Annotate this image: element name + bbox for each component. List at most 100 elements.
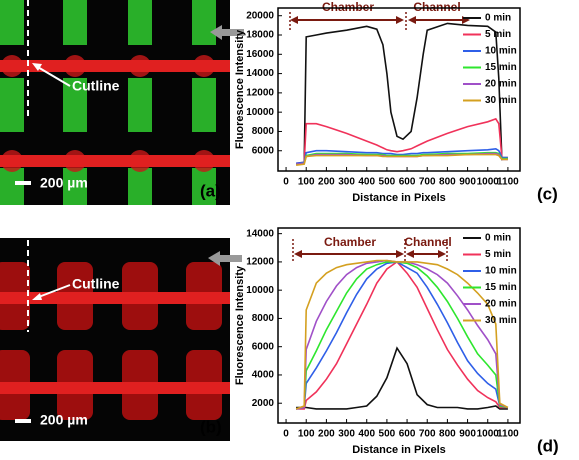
- annotation: Cutline: [72, 276, 120, 292]
- arrowhead: [290, 16, 298, 24]
- x-tick-label: 200: [318, 429, 335, 440]
- y-tick-label: 8000: [252, 126, 275, 137]
- x-tick-label: 0: [283, 429, 289, 440]
- legend-label: 5 min: [485, 29, 511, 40]
- x-tick-label: 1000: [477, 177, 500, 188]
- series-line: [296, 117, 508, 165]
- panel-label: (c): [537, 184, 558, 203]
- arrowhead: [32, 63, 42, 71]
- y-tick-label: 2000: [252, 398, 275, 409]
- x-tick-label: 200: [318, 177, 335, 188]
- green-chamber: [0, 0, 24, 45]
- region-markers: [289, 12, 468, 262]
- series-line: [296, 346, 508, 410]
- series-line: [296, 151, 508, 165]
- arrowhead: [408, 16, 416, 24]
- scale-bar: [15, 419, 31, 423]
- y-tick-label: 10000: [246, 107, 274, 118]
- x-tick-label: 800: [439, 177, 456, 188]
- arrowhead: [396, 16, 404, 24]
- legend-label: 20 min: [485, 299, 517, 310]
- red-channel: [0, 155, 230, 167]
- red-channel: [0, 292, 230, 304]
- pointer-arrow: [35, 65, 71, 87]
- scale-bar-label: 200 µm: [40, 175, 88, 191]
- green-chamber: [192, 168, 216, 205]
- x-axis-title: Distance in Pixels: [352, 192, 446, 204]
- y-axis-title: Fluorescence Intensity: [234, 265, 246, 385]
- red-channel: [0, 60, 230, 72]
- x-tick-label: 600: [399, 177, 416, 188]
- x-tick-label: 700: [419, 177, 436, 188]
- x-tick-label: 1100: [497, 177, 519, 188]
- x-tick-label: 400: [358, 429, 375, 440]
- annotation: Chamber: [322, 0, 374, 14]
- legend-label: 5 min: [485, 249, 511, 260]
- legend-label: 30 min: [485, 315, 517, 326]
- annotation: Chamber: [324, 235, 376, 249]
- x-tick-label: 100: [298, 177, 315, 188]
- x-tick-label: 500: [379, 177, 396, 188]
- green-chamber: [192, 78, 216, 132]
- arrowhead: [294, 250, 302, 258]
- plot-frame: [277, 227, 521, 424]
- annotation: Channel: [404, 235, 451, 249]
- green-chamber: [0, 168, 24, 205]
- scale-bar: [15, 181, 31, 185]
- scale-bar-label: 200 µm: [40, 412, 88, 428]
- legend-label: 10 min: [485, 46, 517, 57]
- y-tick-label: 20000: [246, 10, 274, 21]
- annotation: Channel: [413, 0, 460, 14]
- green-chamber: [63, 0, 87, 45]
- x-tick-label: 300: [338, 177, 355, 188]
- arrowhead: [438, 250, 446, 258]
- green-chamber: [128, 168, 152, 205]
- y-axis-title: Fluorescence Intensity: [234, 29, 246, 149]
- pointer-arrow: [35, 284, 71, 299]
- x-tick-label: 300: [338, 429, 355, 440]
- flow-arrow: [208, 251, 242, 266]
- series-line: [296, 260, 508, 410]
- series-line: [296, 147, 508, 165]
- green-chamber: [128, 0, 152, 45]
- y-tick-label: 12000: [246, 257, 274, 268]
- y-tick-label: 14000: [246, 228, 274, 239]
- x-tick-label: 1100: [497, 429, 519, 440]
- x-tick-label: 400: [358, 177, 375, 188]
- panel-label: (d): [537, 436, 559, 455]
- series-line: [295, 259, 509, 410]
- plot-frame: [277, 7, 521, 172]
- series-line: [295, 261, 509, 410]
- green-chamber: [63, 78, 87, 132]
- y-tick-label: 6000: [252, 145, 275, 156]
- green-chamber: [0, 78, 24, 132]
- legend-label: 20 min: [485, 79, 517, 90]
- panel-label: (a): [200, 181, 221, 200]
- green-chamber: [192, 0, 216, 45]
- red-channel: [0, 382, 230, 394]
- panel-label: (b): [200, 417, 222, 436]
- y-tick-label: 4000: [252, 370, 275, 381]
- y-tick-label: 16000: [246, 49, 274, 60]
- image-overlays: Cutline 200 µm (a) Cutline 200 µm (b): [15, 0, 244, 436]
- series-line: [295, 259, 509, 410]
- legend-label: 0 min: [485, 13, 511, 24]
- y-tick-label: 8000: [252, 313, 275, 324]
- x-tick-label: 900: [459, 177, 476, 188]
- y-tick-label: 12000: [246, 88, 274, 99]
- legend-label: 15 min: [485, 282, 517, 293]
- x-tick-label: 500: [379, 429, 396, 440]
- x-tick-label: 600: [399, 429, 416, 440]
- x-tick-label: 700: [419, 429, 436, 440]
- arrowhead: [406, 250, 414, 258]
- arrowhead: [32, 293, 42, 300]
- flow-arrow: [210, 25, 244, 40]
- arrowhead: [396, 250, 404, 258]
- x-tick-label: 800: [439, 429, 456, 440]
- image-background: [0, 0, 230, 205]
- annotation: Cutline: [72, 78, 120, 94]
- series-line: [296, 22, 509, 165]
- green-chamber: [63, 168, 87, 205]
